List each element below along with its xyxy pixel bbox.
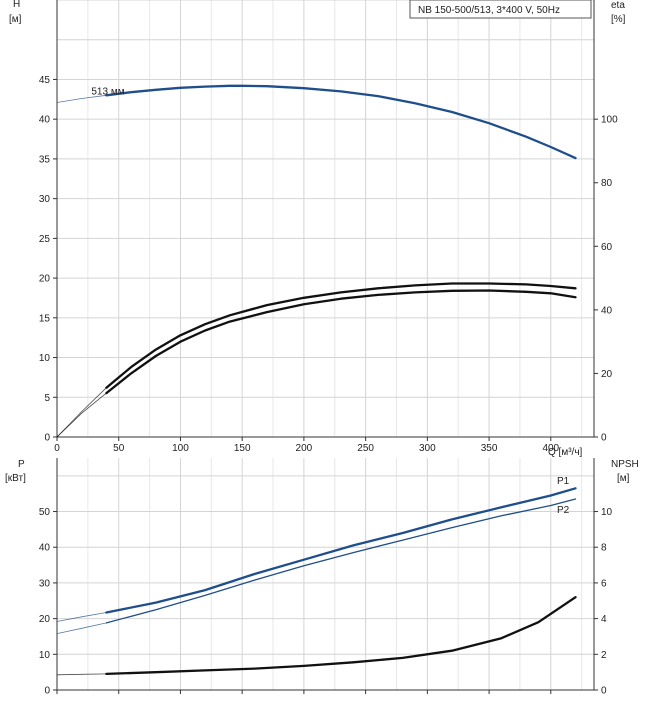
annotation-p2: P2: [557, 505, 570, 516]
top-x-tick-label: 350: [481, 443, 498, 454]
top-y2-tick-label: 80: [601, 178, 613, 189]
annotation-513-: 513 мм: [91, 86, 124, 97]
bottom-y-tick-label: 40: [39, 543, 51, 554]
top-right-axis-unit: [%]: [611, 14, 626, 25]
top-y-tick-label: 20: [39, 274, 51, 285]
bottom-y-tick-label: 10: [39, 650, 51, 661]
top-y-tick-label: 10: [39, 353, 51, 364]
bottom-series-npsh-extrapolation: [56, 673, 107, 676]
top-series-eta1: [105, 282, 577, 389]
power-npsh-panel: 0 10 20 30 40 50 0 2 4 6 8 10 P1 P2: [39, 458, 613, 697]
model-label-box: [409, 0, 592, 19]
top-right-axis-name: eta: [611, 0, 625, 11]
top-x-tick-label: 200: [296, 443, 313, 454]
bottom-series-npsh: [105, 596, 577, 676]
bottom-left-axis-unit: [кВт]: [5, 473, 26, 484]
bottom-series-p1: [105, 487, 577, 614]
top-y2-tick-label: 40: [601, 305, 613, 316]
head-efficiency-panel: 0 5 10 15 20 25 30 35 40 45 0 20 40 60 80 100 0 50 100 150 2…: [39, 0, 618, 454]
bottom-series-p2-extrapolation: [56, 622, 107, 634]
top-x-tick-label: 150: [234, 443, 251, 454]
top-y2-tick-label: 0: [601, 433, 607, 444]
bottom-y2-tick-label: 6: [601, 578, 607, 589]
bottom-y2-tick-label: 4: [601, 614, 607, 625]
bottom-series-p2: [105, 498, 577, 624]
top-left-axis-name: H: [13, 0, 20, 10]
top-x-tick-label: 100: [172, 443, 189, 454]
top-y2-tick-label: 20: [601, 369, 613, 380]
bottom-y2-tick-label: 0: [601, 686, 607, 697]
bottom-right-axis-unit: [м]: [617, 473, 630, 484]
top-y-tick-label: 30: [39, 194, 51, 205]
bottom-y2-tick-label: 10: [601, 507, 613, 518]
bottom-y-tick-label: 50: [39, 507, 51, 518]
top-y-tick-label: 5: [44, 393, 50, 404]
bottom-right-axis-name: NPSH: [611, 459, 639, 470]
top-series-eta2: [105, 289, 577, 395]
top-y-tick-label: 25: [39, 234, 51, 245]
top-y-tick-label: 15: [39, 313, 51, 324]
top-y-tick-label: 35: [39, 154, 51, 165]
top-left-axis-unit: [м]: [9, 14, 22, 25]
top-x-tick-label: 400: [542, 443, 559, 454]
top-series-eta2-extrapolation: [56, 392, 107, 438]
bottom-y-tick-label: 20: [39, 614, 51, 625]
bottom-y2-tick-label: 8: [601, 543, 607, 554]
annotation-p1: P1: [557, 476, 570, 487]
model-label: NB 150-500/513, 3*400 V, 50Hz: [418, 5, 560, 16]
bottom-y-tick-label: 30: [39, 578, 51, 589]
bottom-y2-tick-label: 2: [601, 650, 607, 661]
top-x-tick-label: 250: [357, 443, 374, 454]
bottom-series-p1-extrapolation: [56, 612, 107, 622]
top-x-tick-label: 0: [54, 443, 60, 454]
top-y-tick-label: 40: [39, 115, 51, 126]
top-y-tick-label: 0: [44, 433, 50, 444]
bottom-left-axis-name: P: [18, 459, 25, 470]
top-x-tick-label: 50: [113, 443, 125, 454]
bottom-y-tick-label: 0: [44, 686, 50, 697]
top-y-tick-label: 45: [39, 75, 51, 86]
top-series-513: [105, 84, 577, 160]
top-y2-tick-label: 100: [601, 115, 618, 126]
top-y2-tick-label: 60: [601, 242, 613, 253]
top-series-513-extrapolation: [56, 94, 107, 103]
x-axis-label: Q [м³/ч]: [548, 447, 583, 458]
top-x-tick-label: 300: [419, 443, 436, 454]
